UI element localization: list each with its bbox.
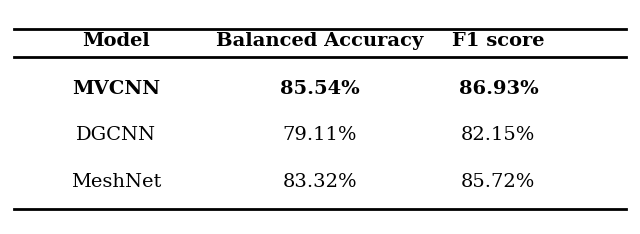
Text: MVCNN: MVCNN — [72, 80, 160, 98]
Text: 85.72%: 85.72% — [461, 173, 536, 191]
Text: F1 score: F1 score — [452, 32, 545, 50]
Text: 82.15%: 82.15% — [461, 127, 536, 145]
Text: 86.93%: 86.93% — [458, 80, 538, 98]
Text: 85.54%: 85.54% — [280, 80, 360, 98]
Text: MeshNet: MeshNet — [71, 173, 161, 191]
Text: Model: Model — [82, 32, 150, 50]
Text: 79.11%: 79.11% — [283, 127, 357, 145]
Text: Balanced Accuracy: Balanced Accuracy — [216, 32, 424, 50]
Text: DGCNN: DGCNN — [76, 127, 156, 145]
Text: 83.32%: 83.32% — [283, 173, 357, 191]
